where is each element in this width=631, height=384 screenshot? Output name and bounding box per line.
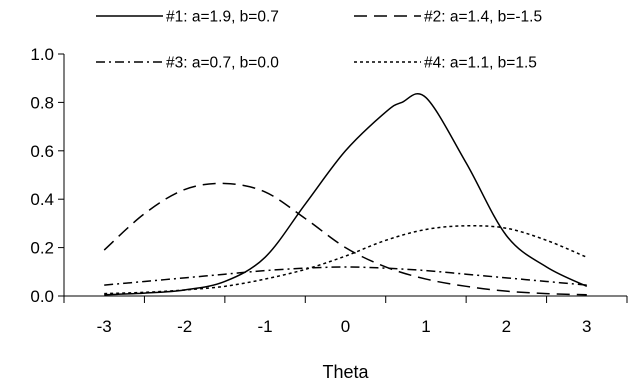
x-axis-label: Theta [322,362,369,382]
y-tick-label: 0.6 [30,142,54,161]
series-line-1 [104,92,588,296]
x-tick-label: 1 [421,317,430,336]
series-line-4 [104,225,588,295]
x-tick-label: 3 [582,317,591,336]
series-line-2 [103,182,587,296]
y-tick-label: 0.2 [30,239,54,258]
x-tick-label: 0 [341,317,350,336]
series-line-3 [104,266,587,286]
y-axis: 0.0 0.2 0.4 0.6 0.8 1.0 [30,45,65,306]
legend-label-4: #4: a=1.1, b=1.5 [424,55,537,72]
x-tick-label: -1 [258,317,273,336]
y-tick-label: 0.4 [30,190,54,209]
y-tick-label: 0.0 [30,287,54,306]
plot-area [103,92,588,296]
y-tick-label: 0.8 [30,93,54,112]
x-tick-label: -3 [97,317,112,336]
x-axis: -3 -2 -1 0 1 2 3 [63,295,628,336]
legend-label-2: #2: a=1.4, b=-1.5 [424,9,542,26]
legend: #1: a=1.9, b=0.7 #2: a=1.4, b=-1.5 #3: a=0… [96,9,542,72]
y-tick-label: 1.0 [30,45,54,64]
legend-label-3: #3: a=0.7, b=0.0 [166,55,279,72]
legend-label-1: #1: a=1.9, b=0.7 [166,9,279,26]
x-tick-label: -2 [177,317,192,336]
x-tick-label: 2 [502,317,511,336]
